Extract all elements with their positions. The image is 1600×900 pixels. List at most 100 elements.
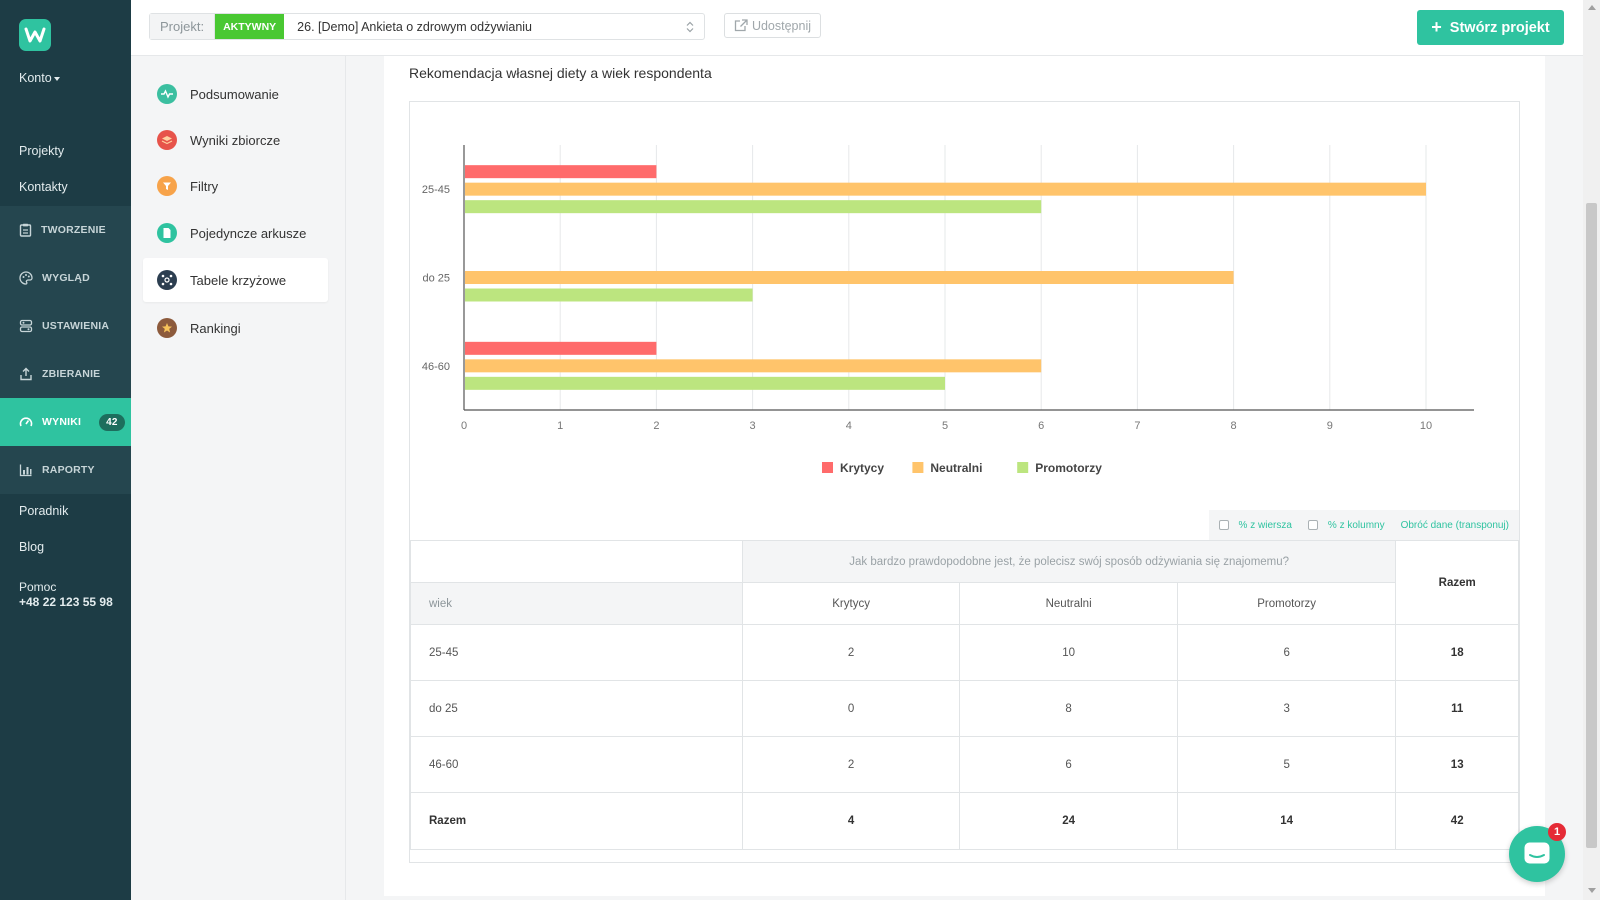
submenu-wyniki-zbiorcze-label: Wyniki zbiorcze bbox=[190, 132, 281, 148]
nav-projekty[interactable]: Projekty bbox=[19, 144, 65, 158]
bar bbox=[465, 288, 753, 302]
page-scrollbar[interactable] bbox=[1583, 0, 1600, 900]
x-tick-label: 3 bbox=[750, 420, 756, 432]
submenu-rankingi[interactable]: Rankingi bbox=[143, 306, 328, 350]
table-cell: 2 bbox=[741, 736, 961, 793]
col-percent-label[interactable]: % z kolumny bbox=[1327, 519, 1385, 531]
bar bbox=[465, 165, 657, 179]
nav-kontakty[interactable]: Kontakty bbox=[19, 180, 68, 194]
table-cell: 6 bbox=[959, 736, 1178, 793]
section-ustawienia[interactable]: USTAWIENIA bbox=[0, 302, 131, 350]
legend-swatch bbox=[912, 462, 924, 473]
submenu-pojedyncze-arkusze[interactable]: Pojedyncze arkusze bbox=[143, 211, 328, 255]
question-header: Jak bardzo prawdopodobne jest, że poleci… bbox=[741, 540, 1397, 583]
help-label: Pomoc bbox=[19, 580, 57, 594]
app-logo[interactable] bbox=[19, 19, 51, 51]
caret-down-icon bbox=[53, 76, 60, 81]
star-icon bbox=[157, 318, 177, 338]
settings-icon bbox=[19, 319, 33, 333]
row-variable-header: wiek bbox=[410, 582, 743, 625]
submenu-filtry-label: Filtry bbox=[190, 178, 219, 194]
row-total: 13 bbox=[1395, 736, 1519, 793]
x-tick-label: 7 bbox=[1134, 420, 1140, 432]
upload-icon bbox=[20, 367, 32, 381]
section-wyniki-label: WYNIKI bbox=[42, 416, 82, 428]
column-header-promotorzy: Promotorzy bbox=[1176, 582, 1397, 625]
project-selector[interactable]: Projekt: AKTYWNY 26. [Demo] Ankieta o zd… bbox=[149, 13, 705, 40]
status-badge: AKTYWNY bbox=[215, 14, 285, 39]
bar bbox=[465, 182, 1426, 196]
submenu-rankingi-label: Rankingi bbox=[190, 320, 241, 336]
gauge-icon bbox=[19, 417, 33, 427]
chat-notification-badge: 1 bbox=[1548, 823, 1566, 841]
clipboard-icon bbox=[19, 223, 32, 237]
table-corner-cell bbox=[410, 540, 743, 583]
row-label: 46-60 bbox=[410, 736, 743, 793]
row-label: 25-45 bbox=[410, 624, 743, 681]
column-header-krytycy: Krytycy bbox=[741, 582, 961, 625]
transpose-link[interactable]: Obróć dane (transponuj) bbox=[1400, 519, 1509, 531]
section-zbieranie[interactable]: ZBIERANIE bbox=[0, 350, 131, 398]
table-cell: 8 bbox=[959, 680, 1178, 737]
y-tick-label: 25-45 bbox=[422, 184, 450, 196]
crosstab-card: 0 1 2 3 4 5 6 7 8 9 10 25-45 do 25 46-60 Krytycy Neutra… bbox=[409, 101, 1520, 863]
table-row: 46-60 2 6 5 13 bbox=[410, 736, 1519, 793]
bar bbox=[465, 200, 1042, 214]
top-bar: Projekt: AKTYWNY 26. [Demo] Ankieta o zd… bbox=[131, 0, 1600, 56]
x-tick-label: 10 bbox=[1420, 420, 1432, 432]
table-cell: 3 bbox=[1176, 680, 1397, 737]
section-wyniki[interactable]: WYNIKI 42 bbox=[0, 398, 131, 446]
section-raporty[interactable]: RAPORTY bbox=[0, 446, 131, 494]
project-name: 26. [Demo] Ankieta o zdrowym odżywianiu bbox=[297, 19, 533, 34]
column-header-neutralni: Neutralni bbox=[959, 582, 1178, 625]
totals-row-label: Razem bbox=[410, 792, 743, 850]
document-icon bbox=[157, 223, 177, 243]
section-wyglad[interactable]: WYGLĄD bbox=[0, 254, 131, 302]
legend-entry: Neutralni bbox=[930, 461, 982, 475]
row-total: 11 bbox=[1395, 680, 1519, 737]
results-panel: Rekomendacja własnej diety a wiek respon… bbox=[384, 56, 1545, 896]
y-tick-label: 46-60 bbox=[422, 361, 450, 373]
legend-entry: Promotorzy bbox=[1035, 461, 1102, 475]
col-percent-checkbox[interactable] bbox=[1307, 520, 1318, 530]
help-phone[interactable]: +48 22 123 55 98 bbox=[19, 595, 113, 609]
submenu-podsumowanie[interactable]: Podsumowanie bbox=[143, 72, 328, 116]
grand-total: 42 bbox=[1395, 792, 1519, 850]
table-cell: 0 bbox=[741, 680, 961, 737]
y-tick-label: do 25 bbox=[422, 273, 450, 285]
x-tick-label: 2 bbox=[653, 420, 659, 432]
nav-blog[interactable]: Blog bbox=[19, 540, 45, 554]
table-options-bar: % z wiersza % z kolumny Obróć dane (tran… bbox=[1208, 510, 1519, 540]
submenu-podsumowanie-label: Podsumowanie bbox=[190, 86, 279, 102]
scroll-thumb[interactable] bbox=[1586, 203, 1597, 848]
submenu-filtry[interactable]: Filtry bbox=[143, 164, 328, 208]
nav-poradnik[interactable]: Poradnik bbox=[19, 504, 69, 518]
results-count-badge: 42 bbox=[99, 413, 125, 431]
main-sidebar: Konto Projekty Kontakty TWORZENIE WYGLĄD… bbox=[0, 0, 131, 900]
layers-icon bbox=[157, 130, 177, 150]
row-percent-label[interactable]: % z wiersza bbox=[1238, 519, 1292, 531]
section-ustawienia-label: USTAWIENIA bbox=[42, 320, 110, 332]
bar bbox=[465, 359, 1042, 373]
bar-chart: 0 1 2 3 4 5 6 7 8 9 10 25-45 do 25 46-60 Krytycy Neutra… bbox=[422, 145, 1474, 475]
create-project-button[interactable]: + Stwórz projekt bbox=[1417, 10, 1564, 45]
scroll-up-icon[interactable] bbox=[1588, 5, 1596, 10]
share-button[interactable]: Udostępnij bbox=[724, 13, 821, 38]
row-total: 18 bbox=[1395, 624, 1519, 681]
section-tworzenie[interactable]: TWORZENIE bbox=[0, 206, 131, 254]
crosstab-icon bbox=[157, 270, 177, 290]
legend-swatch bbox=[1017, 462, 1029, 473]
external-link-icon bbox=[734, 19, 748, 32]
table-row: do 25 0 8 3 11 bbox=[410, 680, 1519, 737]
project-label: Projekt: bbox=[150, 14, 216, 39]
x-tick-label: 6 bbox=[1038, 420, 1044, 432]
x-tick-label: 5 bbox=[942, 420, 948, 432]
submenu-wyniki-zbiorcze[interactable]: Wyniki zbiorcze bbox=[143, 118, 328, 162]
submenu-pojedyncze-arkusze-label: Pojedyncze arkusze bbox=[190, 225, 307, 241]
column-total: 14 bbox=[1176, 792, 1397, 850]
submenu-tabele-krzyzowe[interactable]: Tabele krzyżowe bbox=[143, 258, 328, 302]
account-menu[interactable]: Konto bbox=[19, 71, 60, 85]
row-percent-checkbox[interactable] bbox=[1218, 520, 1229, 530]
table-cell: 5 bbox=[1176, 736, 1397, 793]
scroll-down-icon[interactable] bbox=[1588, 888, 1596, 893]
